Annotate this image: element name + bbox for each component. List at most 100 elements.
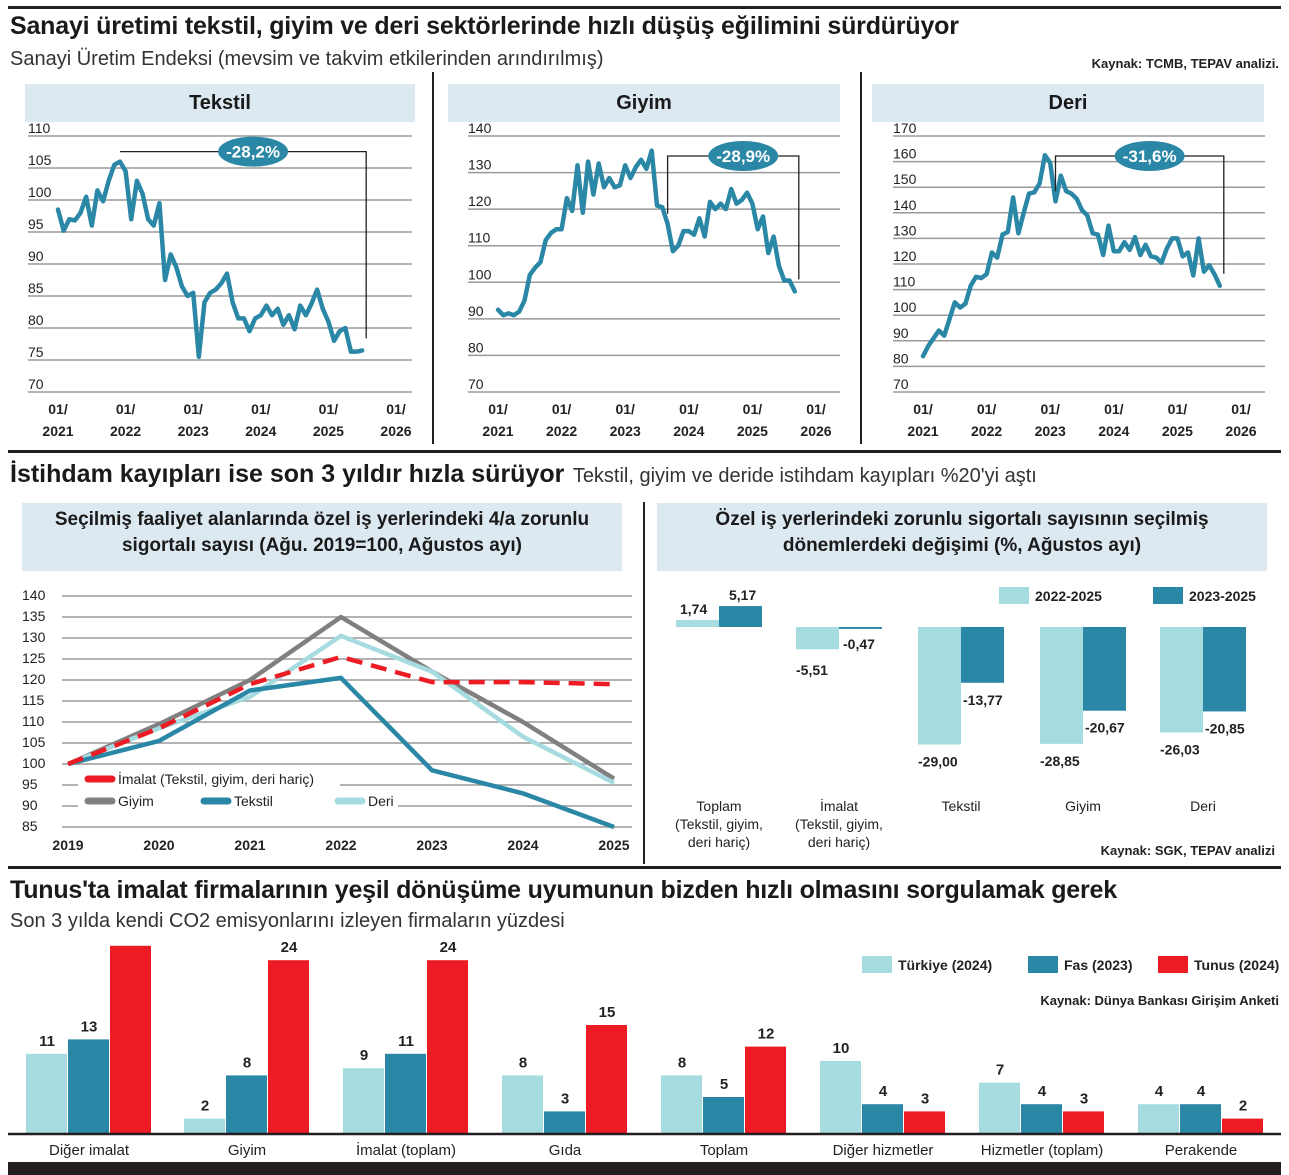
bar [719,606,762,627]
section2-rule [8,450,1281,453]
legend-swatch [1153,587,1183,604]
x-tick-label: 2024 [507,837,538,853]
bar [1063,1111,1104,1133]
x-tick-label: 2022 [110,423,141,439]
legend-swatch [862,956,892,973]
section1-subtitle: Sanayi Üretim Endeksi (mevsim ve takvim … [10,48,604,70]
data-label: 9 [360,1047,368,1064]
bar [1021,1104,1062,1133]
x-tick-label: 2020 [143,837,174,853]
y-tick-label: 170 [893,120,917,136]
x-tick-label: 01/ [806,401,826,417]
data-label: 10 [833,1040,850,1057]
chart-deri: 17016015014013012011010090807001/202101/… [893,120,1265,439]
bar [343,1068,384,1133]
x-tick-label: 01/ [615,401,635,417]
category-label: Giyim [228,1142,266,1159]
y-tick-label: 140 [22,587,46,603]
legend-label: 2022-2025 [1035,588,1102,604]
legend-label: Deri [368,793,394,809]
legend-label: İmalat (Tekstil, giyim, deri hariç) [118,770,314,787]
x-tick-label: 2025 [1162,423,1193,439]
data-label: 3 [921,1090,929,1107]
top-rule [8,6,1281,9]
section2-heading: İstihdam kayıpları ise son 3 yıldır hızl… [10,460,1037,489]
data-label: 3 [1080,1090,1088,1107]
legend-label: Tunus (2024) [1194,957,1279,973]
category-label: Gıda [549,1142,582,1159]
data-label: -13,77 [963,692,1003,708]
x-tick-label: 01/ [488,401,508,417]
x-tick-label: 2019 [52,837,83,853]
x-tick-label: 2024 [1098,423,1129,439]
legend-label: Giyim [118,793,154,809]
bar [586,1025,627,1133]
y-tick-label: 110 [22,713,45,729]
data-label: 5 [720,1076,728,1093]
y-tick-label: 70 [893,376,909,392]
y-tick-label: 130 [468,157,492,173]
x-tick-label: 01/ [319,401,339,417]
y-tick-label: 100 [28,184,52,200]
legend-swatch [999,587,1029,604]
change-label: -28,9% [716,147,770,166]
section2-subtitle: Tekstil, giyim ve deride istihdam kayıpl… [572,465,1037,487]
bar [1203,627,1246,712]
chart-employment-change: 2022-2025 2023-2025 1,74 5,17 Toplam (Tekstil… [675,587,1256,850]
change-label: -31,6% [1123,147,1177,166]
x-tick-label: 2022 [546,423,577,439]
x-tick-label: 01/ [1168,401,1188,417]
section2-title: İstihdam kayıpları ise son 3 yıldır hızl… [10,460,565,488]
y-tick-label: 90 [893,325,909,341]
y-tick-label: 120 [468,193,492,209]
series-line-giyim [495,148,798,318]
y-tick-label: 135 [22,608,46,624]
bar [385,1053,426,1133]
employment-change-title: Özel iş yerlerindeki zorunlu sigortalı s… [657,503,1267,571]
bar [26,1053,67,1133]
y-tick-label: 100 [468,266,492,282]
legend-label: Fas (2023) [1064,957,1132,973]
change-label: -28,2% [226,143,280,162]
bar [862,1104,903,1133]
data-label: 4 [1155,1083,1164,1100]
legend-bg [78,794,398,816]
series-line [67,654,615,767]
x-tick-label: 01/ [183,401,203,417]
x-tick-label: 2026 [800,423,831,439]
bar [544,1111,585,1133]
y-tick-label: 85 [28,280,44,296]
x-tick-label: 2021 [234,837,265,853]
x-tick-label: 2021 [42,423,73,439]
x-tick-label: 2025 [737,423,768,439]
chart-co2-monitoring: Türkiye (2024) Fas (2023) Tunus (2024) 11 13… [8,940,1281,1159]
category-label: Diğer imalat [49,1142,130,1159]
data-label: 11 [39,1033,55,1050]
panel-title-tekstil: Tekstil [25,84,415,122]
section3-rule [8,866,1281,869]
y-tick-label: 85 [22,818,38,834]
panel-title-deri: Deri [872,84,1264,122]
data-label: -20,85 [1205,720,1245,736]
x-tick-label: 2024 [245,423,276,439]
bar [1138,1104,1179,1133]
chart-employment-index: 140 135 130 125 120 115 110 105 100 95 90 85 2019 202… [22,587,632,853]
x-tick-label: 2024 [673,423,704,439]
bar [703,1097,744,1133]
data-label: -0,47 [843,636,875,652]
bar [268,960,309,1133]
x-tick-label: 2026 [380,423,411,439]
bar [979,1082,1020,1133]
y-tick-label: 95 [22,776,38,792]
category-label: (Tekstil, giyim, [675,816,763,832]
data-label: 5,17 [729,587,756,603]
y-tick-label: 125 [22,650,46,666]
x-tick-label: 2023 [610,423,641,439]
bar [502,1075,543,1133]
data-label: 4 [1197,1083,1206,1100]
y-tick-label: 105 [22,734,46,750]
y-tick-label: 140 [468,120,492,136]
data-label: 2 [1239,1098,1247,1115]
section2-source: Kaynak: SGK, TEPAV analizi [1100,843,1275,858]
category-label: Perakende [1165,1142,1238,1159]
